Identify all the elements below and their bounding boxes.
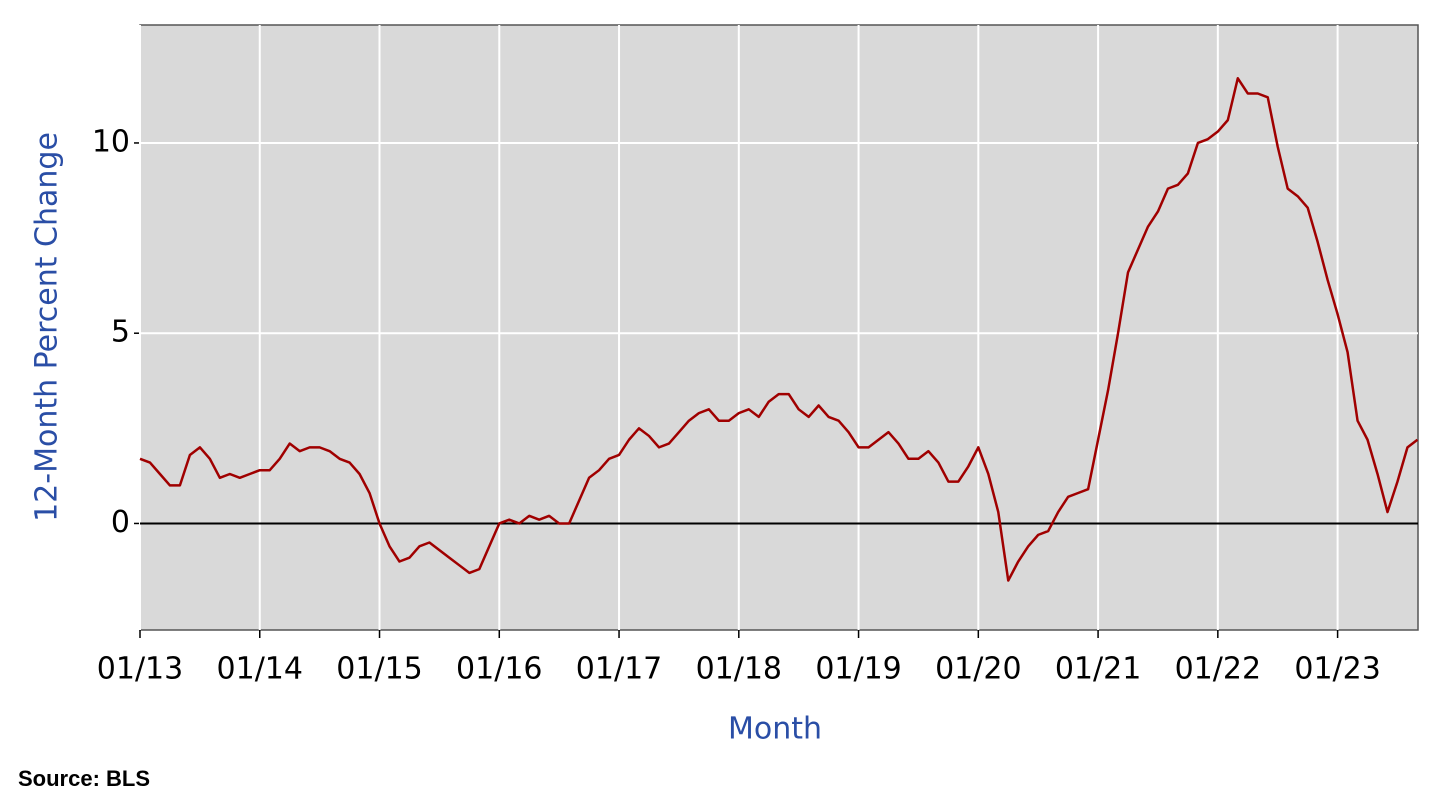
plot-area [139, 24, 1419, 631]
y-tick-label: 5 [111, 315, 130, 350]
y-tick-label: 10 [92, 124, 130, 159]
x-tick-label: 01/14 [217, 652, 303, 687]
x-tick-label: 01/22 [1175, 652, 1261, 687]
x-tick-label: 01/20 [935, 652, 1021, 687]
x-axis-label: Month [728, 712, 822, 747]
y-axis-label: 12-Month Percent Change [30, 132, 65, 522]
x-tick-label: 01/21 [1055, 652, 1141, 687]
x-tick-label: 01/17 [576, 652, 662, 687]
x-tick-label: 01/15 [336, 652, 422, 687]
data-line [139, 77, 1419, 582]
source: Source: BLS [18, 766, 150, 791]
x-tick-label: 01/13 [97, 652, 183, 687]
x-tick-label: 01/16 [456, 652, 542, 687]
x-tick-label: 01/18 [696, 652, 782, 687]
x-tick-label: 01/23 [1294, 652, 1380, 687]
x-tick-label: 01/19 [815, 652, 901, 687]
y-tick-label: 0 [111, 505, 130, 540]
